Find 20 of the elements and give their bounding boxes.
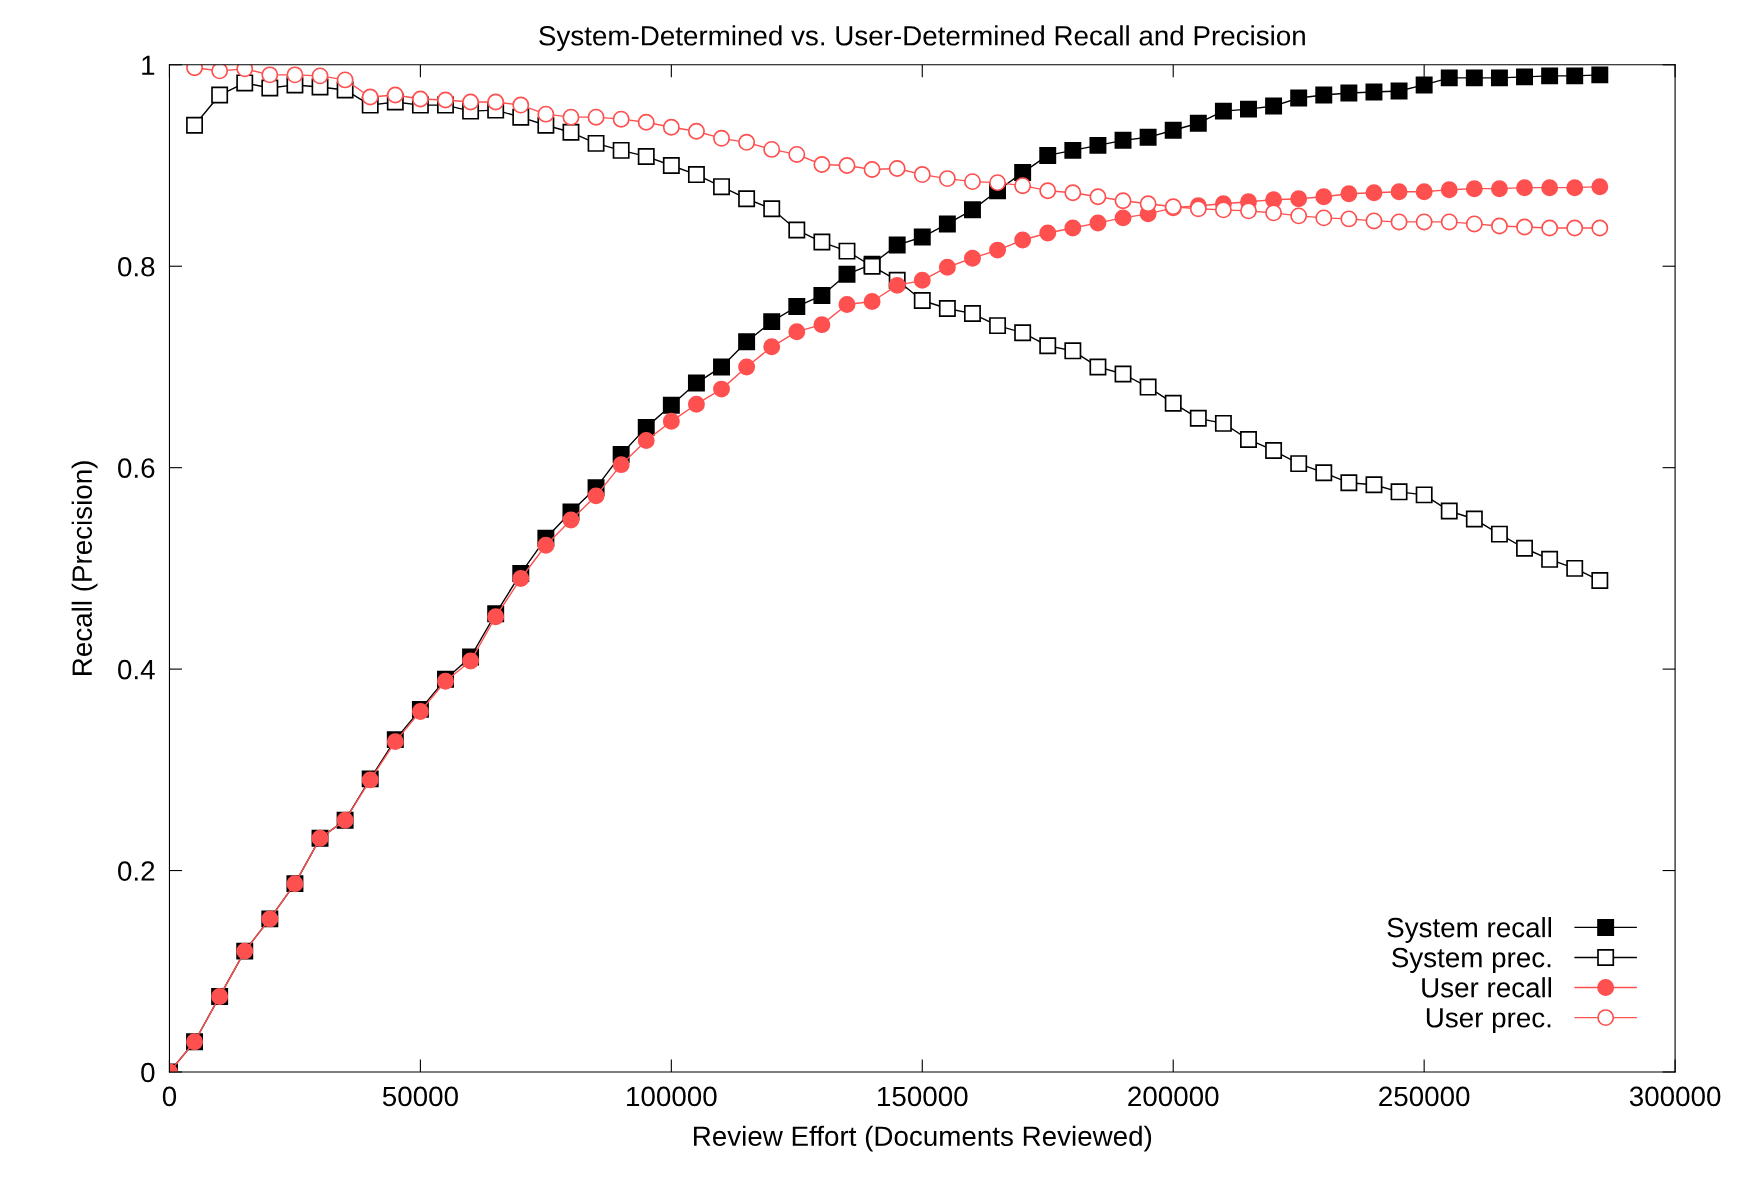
x-tick-label: 250000 [1379,1086,1470,1107]
legend-label: User prec. [1426,1008,1551,1034]
x-tick-label: 200000 [1128,1086,1219,1107]
x-axis-title: Review Effort (Documents Reviewed) [694,1125,1152,1152]
legend-label: System recall [1387,917,1552,943]
y-tick-label: 0.8 [118,256,155,277]
y-tick-label: 0 [141,1062,155,1083]
x-tick-label: 150000 [878,1086,968,1107]
chart-title: System-Determined vs. User-Determined Recall and Precision [539,25,1305,52]
x-tick-label: 100000 [627,1086,717,1107]
y-tick-label: 1 [142,55,155,75]
x-tick-label: 50000 [382,1086,458,1107]
legend-label: User recall [1422,977,1552,998]
x-tick-label: 300000 [1629,1086,1721,1107]
legend-label: System prec. [1392,947,1551,973]
y-tick-label: 0.4 [118,659,155,680]
y-axis-title: Recall (Precision) [71,461,98,675]
y-tick-label: 0.2 [118,861,155,881]
x-tick-label: 0 [162,1086,177,1107]
y-tick-label: 0.6 [118,458,155,478]
